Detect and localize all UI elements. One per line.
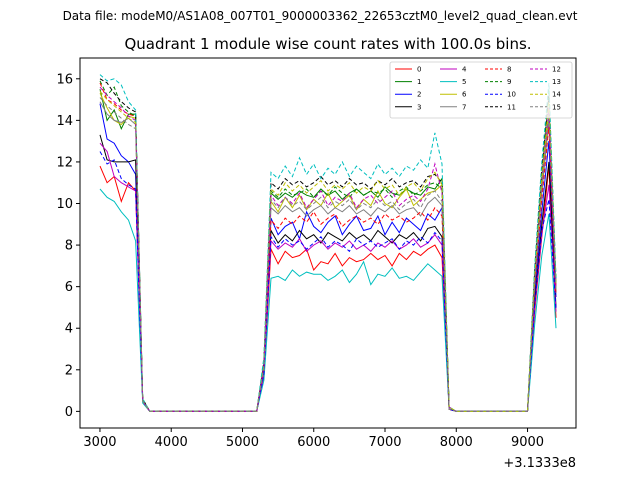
- x-axis: 3000 4000 5000 6000 7000 8000 9000: [83, 428, 544, 450]
- x-tick-label: 6000: [297, 435, 330, 450]
- legend-label-2: 2: [417, 91, 421, 99]
- y-tick-label: 8: [65, 239, 73, 254]
- legend-label-1: 1: [417, 78, 421, 86]
- legend-label-10: 10: [507, 91, 516, 99]
- suptitle: Data file: modeM0/AS1A08_007T01_90000033…: [63, 9, 578, 23]
- axes-frame: [79, 57, 577, 429]
- legend-frame: [389, 61, 573, 119]
- x-tick-label: 7000: [368, 435, 401, 450]
- legend-label-14: 14: [552, 91, 561, 99]
- x-tick-label: 8000: [440, 435, 473, 450]
- series-line-10: [99, 151, 557, 412]
- y-tick-label: 10: [56, 197, 73, 212]
- legend-label-8: 8: [507, 66, 511, 74]
- x-tick-label: 5000: [226, 435, 259, 450]
- x-tick-label: 9000: [511, 435, 544, 450]
- y-tick-label: 16: [56, 72, 73, 87]
- legend-label-0: 0: [417, 66, 421, 74]
- y-tick-label: 6: [65, 280, 73, 295]
- series-line-8: [99, 82, 557, 412]
- chart-title: Quadrant 1 module wise count rates with …: [124, 35, 531, 53]
- legend-label-11: 11: [507, 103, 516, 111]
- y-axis: 0 2 4 6 8 10 12 14 16: [56, 72, 80, 420]
- x-tick-label: 4000: [155, 435, 188, 450]
- x-tick-label: 3000: [83, 435, 116, 450]
- series-line-15: [99, 97, 557, 412]
- legend-label-7: 7: [462, 103, 466, 111]
- legend-label-12: 12: [552, 66, 561, 74]
- legend-label-15: 15: [552, 103, 561, 111]
- legend-label-13: 13: [552, 78, 561, 86]
- y-tick-label: 0: [65, 405, 73, 420]
- legend-label-5: 5: [462, 78, 466, 86]
- legend-label-9: 9: [507, 78, 511, 86]
- legend-label-4: 4: [462, 66, 467, 74]
- series-line-9: [99, 80, 557, 412]
- legend-label-3: 3: [417, 103, 421, 111]
- y-tick-label: 14: [56, 114, 73, 129]
- y-tick-label: 2: [65, 363, 73, 378]
- legend-label-6: 6: [462, 91, 467, 99]
- y-tick-label: 4: [65, 322, 73, 337]
- y-tick-label: 12: [56, 155, 73, 170]
- plot-lines: [99, 74, 557, 412]
- x-offset-label: +3.1333e8: [503, 456, 576, 471]
